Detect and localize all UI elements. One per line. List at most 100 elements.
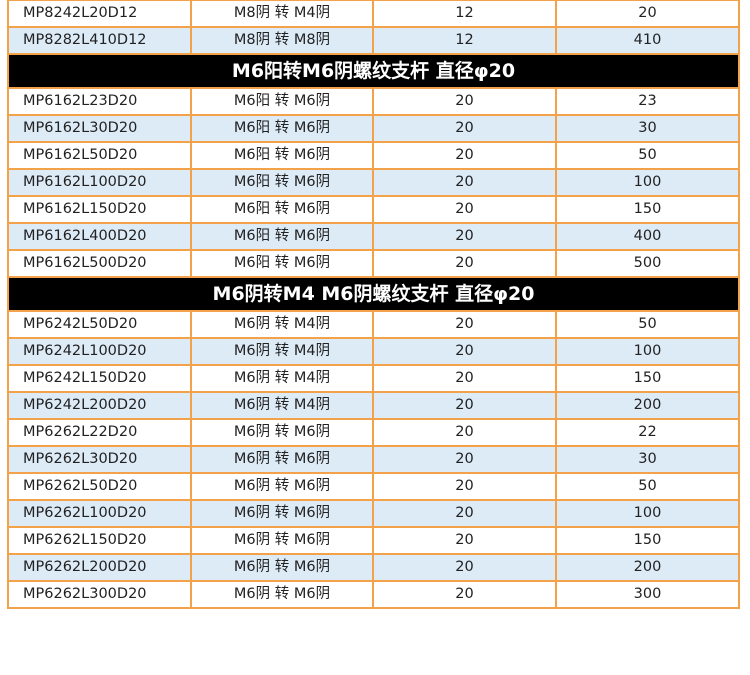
thread-cell: M6阴 转 M4阴 bbox=[190, 337, 374, 366]
length-cell: 50 bbox=[555, 141, 740, 170]
length-cell: 400 bbox=[555, 222, 740, 251]
length-cell: 150 bbox=[555, 526, 740, 555]
thread-cell: M8阴 转 M8阴 bbox=[190, 26, 374, 55]
table-row: MP6262L30D20 M6阴 转 M6阴 20 30 bbox=[7, 445, 740, 474]
diameter-cell: 20 bbox=[372, 222, 557, 251]
length-cell: 200 bbox=[555, 391, 740, 420]
model-cell: MP6262L30D20 bbox=[7, 445, 192, 474]
table-row: MP6262L150D20 M6阴 转 M6阴 20 150 bbox=[7, 526, 740, 555]
thread-cell: M6阳 转 M6阴 bbox=[190, 114, 374, 143]
table-row: MP6262L100D20 M6阴 转 M6阴 20 100 bbox=[7, 499, 740, 528]
model-cell: MP6262L300D20 bbox=[7, 580, 192, 609]
thread-cell: M6阳 转 M6阴 bbox=[190, 249, 374, 278]
length-cell: 100 bbox=[555, 499, 740, 528]
length-cell: 200 bbox=[555, 553, 740, 582]
model-cell: MP6262L50D20 bbox=[7, 472, 192, 501]
diameter-cell: 20 bbox=[372, 580, 557, 609]
model-cell: MP6162L400D20 bbox=[7, 222, 192, 251]
length-cell: 410 bbox=[555, 26, 740, 55]
thread-cell: M6阴 转 M6阴 bbox=[190, 418, 374, 447]
table-row: MP8242L20D12 M8阴 转 M4阴 12 20 bbox=[7, 0, 740, 28]
thread-cell: M6阳 转 M6阴 bbox=[190, 168, 374, 197]
table-row: MP6162L500D20 M6阳 转 M6阴 20 500 bbox=[7, 249, 740, 278]
model-cell: MP6262L150D20 bbox=[7, 526, 192, 555]
thread-cell: M6阴 转 M6阴 bbox=[190, 445, 374, 474]
diameter-cell: 20 bbox=[372, 526, 557, 555]
table-row: MP6162L30D20 M6阳 转 M6阴 20 30 bbox=[7, 114, 740, 143]
table-row: MP6262L300D20 M6阴 转 M6阴 20 300 bbox=[7, 580, 740, 609]
model-cell: MP6242L100D20 bbox=[7, 337, 192, 366]
length-cell: 300 bbox=[555, 580, 740, 609]
model-cell: MP6162L500D20 bbox=[7, 249, 192, 278]
product-spec-table: MP8242L20D12 M8阴 转 M4阴 12 20 MP8282L410D12 M8… bbox=[7, 0, 740, 609]
diameter-cell: 12 bbox=[372, 0, 557, 28]
model-cell: MP6262L200D20 bbox=[7, 553, 192, 582]
thread-cell: M6阴 转 M4阴 bbox=[190, 310, 374, 339]
length-cell: 22 bbox=[555, 418, 740, 447]
diameter-cell: 20 bbox=[372, 141, 557, 170]
table-row: MP6162L100D20 M6阳 转 M6阴 20 100 bbox=[7, 168, 740, 197]
thread-cell: M6阳 转 M6阴 bbox=[190, 195, 374, 224]
section-title: M6阳转M6阴螺纹支杆 直径φ20 bbox=[7, 53, 740, 89]
section-header: M6阴转M4 M6阴螺纹支杆 直径φ20 bbox=[7, 276, 740, 312]
model-cell: MP6162L150D20 bbox=[7, 195, 192, 224]
table-row: MP6242L150D20 M6阴 转 M4阴 20 150 bbox=[7, 364, 740, 393]
table-row: MP6262L200D20 M6阴 转 M6阴 20 200 bbox=[7, 553, 740, 582]
thread-cell: M6阴 转 M6阴 bbox=[190, 499, 374, 528]
length-cell: 100 bbox=[555, 168, 740, 197]
table-row: MP6162L150D20 M6阳 转 M6阴 20 150 bbox=[7, 195, 740, 224]
diameter-cell: 20 bbox=[372, 364, 557, 393]
diameter-cell: 20 bbox=[372, 114, 557, 143]
length-cell: 150 bbox=[555, 364, 740, 393]
diameter-cell: 20 bbox=[372, 168, 557, 197]
model-cell: MP6262L22D20 bbox=[7, 418, 192, 447]
section-title: M6阴转M4 M6阴螺纹支杆 直径φ20 bbox=[7, 276, 740, 312]
model-cell: MP6162L100D20 bbox=[7, 168, 192, 197]
model-cell: MP6162L23D20 bbox=[7, 87, 192, 116]
table-row: MP6162L50D20 M6阳 转 M6阴 20 50 bbox=[7, 141, 740, 170]
length-cell: 30 bbox=[555, 114, 740, 143]
length-cell: 30 bbox=[555, 445, 740, 474]
length-cell: 20 bbox=[555, 0, 740, 28]
model-cell: MP6242L150D20 bbox=[7, 364, 192, 393]
thread-cell: M6阴 转 M6阴 bbox=[190, 526, 374, 555]
length-cell: 500 bbox=[555, 249, 740, 278]
model-cell: MP6242L200D20 bbox=[7, 391, 192, 420]
model-cell: MP6242L50D20 bbox=[7, 310, 192, 339]
diameter-cell: 20 bbox=[372, 249, 557, 278]
table-row: MP6242L100D20 M6阴 转 M4阴 20 100 bbox=[7, 337, 740, 366]
diameter-cell: 20 bbox=[372, 337, 557, 366]
model-cell: MP6162L50D20 bbox=[7, 141, 192, 170]
diameter-cell: 20 bbox=[372, 418, 557, 447]
diameter-cell: 20 bbox=[372, 445, 557, 474]
model-cell: MP8282L410D12 bbox=[7, 26, 192, 55]
thread-cell: M6阳 转 M6阴 bbox=[190, 87, 374, 116]
diameter-cell: 20 bbox=[372, 310, 557, 339]
table-row: MP8282L410D12 M8阴 转 M8阴 12 410 bbox=[7, 26, 740, 55]
table-row: MP6262L22D20 M6阴 转 M6阴 20 22 bbox=[7, 418, 740, 447]
thread-cell: M6阳 转 M6阴 bbox=[190, 141, 374, 170]
model-cell: MP8242L20D12 bbox=[7, 0, 192, 28]
length-cell: 150 bbox=[555, 195, 740, 224]
table-row: MP6162L23D20 M6阳 转 M6阴 20 23 bbox=[7, 87, 740, 116]
diameter-cell: 20 bbox=[372, 87, 557, 116]
diameter-cell: 20 bbox=[372, 553, 557, 582]
table-row: MP6242L50D20 M6阴 转 M4阴 20 50 bbox=[7, 310, 740, 339]
thread-cell: M6阴 转 M6阴 bbox=[190, 553, 374, 582]
table-row: MP6242L200D20 M6阴 转 M4阴 20 200 bbox=[7, 391, 740, 420]
thread-cell: M6阴 转 M4阴 bbox=[190, 364, 374, 393]
table-row: MP6262L50D20 M6阴 转 M6阴 20 50 bbox=[7, 472, 740, 501]
diameter-cell: 20 bbox=[372, 195, 557, 224]
thread-cell: M8阴 转 M4阴 bbox=[190, 0, 374, 28]
thread-cell: M6阴 转 M6阴 bbox=[190, 580, 374, 609]
thread-cell: M6阴 转 M4阴 bbox=[190, 391, 374, 420]
length-cell: 50 bbox=[555, 472, 740, 501]
model-cell: MP6262L100D20 bbox=[7, 499, 192, 528]
thread-cell: M6阴 转 M6阴 bbox=[190, 472, 374, 501]
length-cell: 100 bbox=[555, 337, 740, 366]
table-row: MP6162L400D20 M6阳 转 M6阴 20 400 bbox=[7, 222, 740, 251]
thread-cell: M6阳 转 M6阴 bbox=[190, 222, 374, 251]
diameter-cell: 20 bbox=[372, 391, 557, 420]
diameter-cell: 20 bbox=[372, 472, 557, 501]
diameter-cell: 12 bbox=[372, 26, 557, 55]
